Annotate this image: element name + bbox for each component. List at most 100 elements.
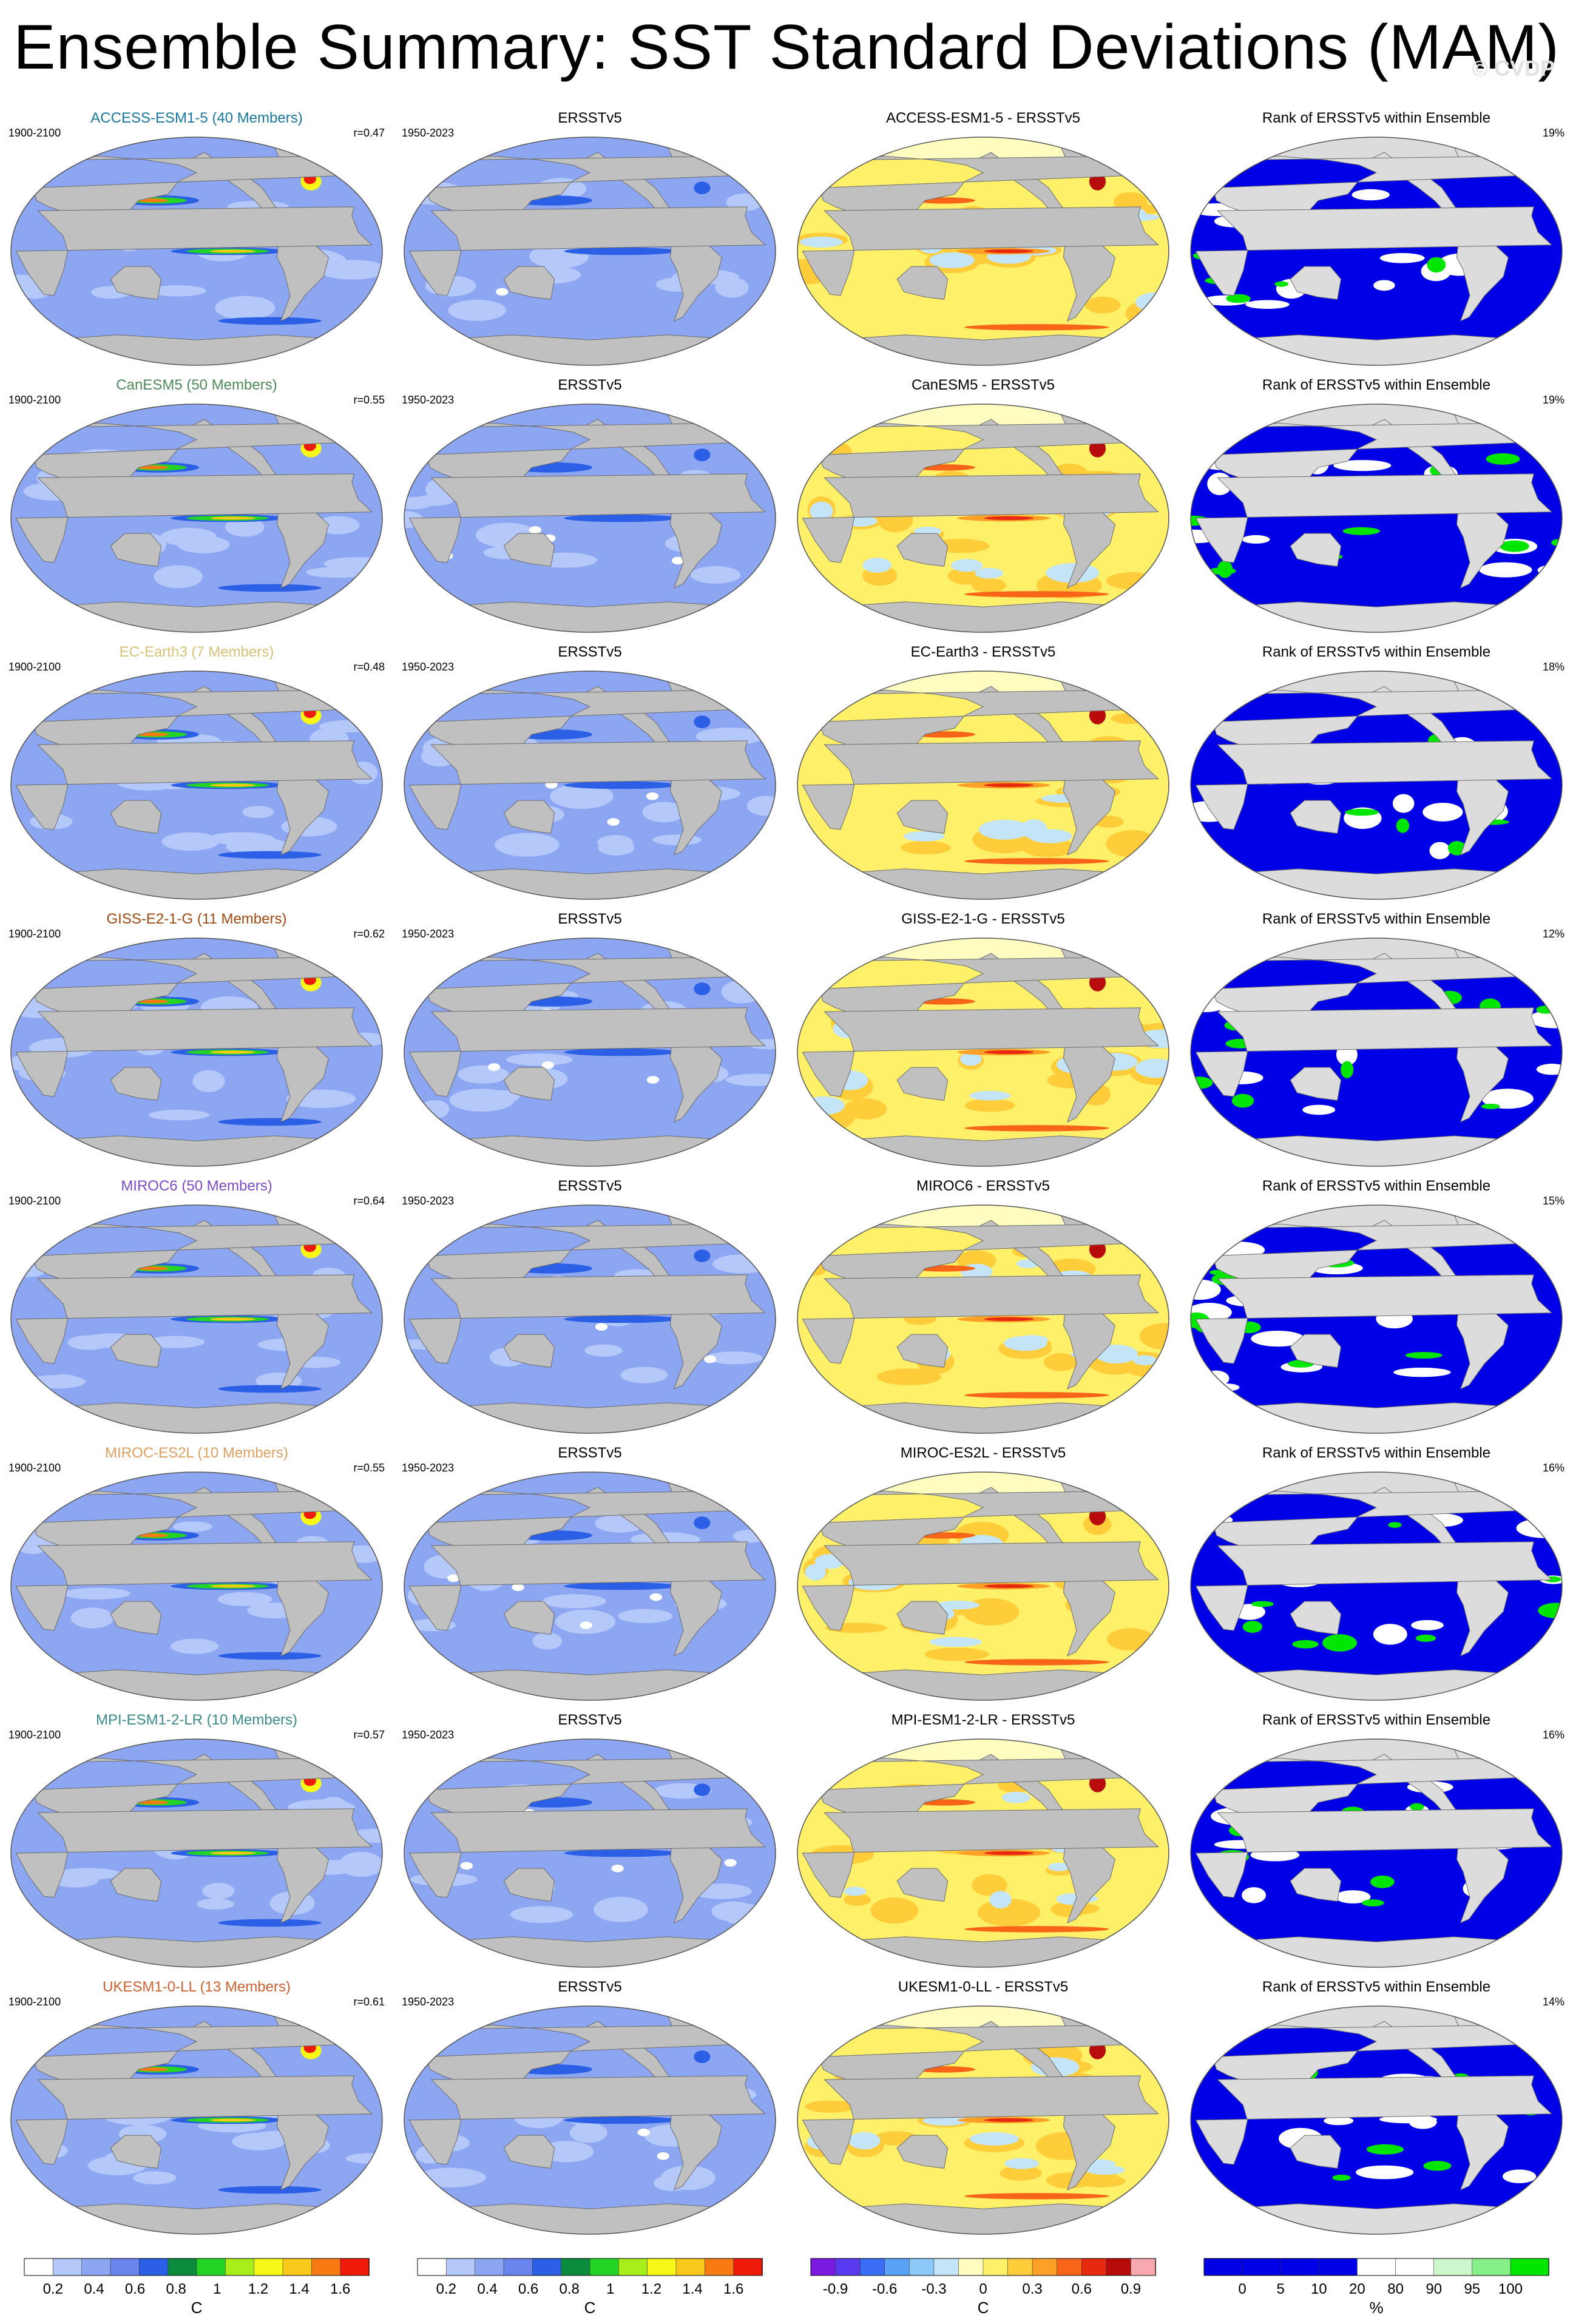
world-map-obs: [402, 2004, 778, 2237]
world-map-diff: [795, 669, 1171, 902]
panel-title: Rank of ERSSTv5 within Ensemble: [1262, 1445, 1491, 1461]
world-map-rank: [1188, 2004, 1565, 2237]
colorbar-swatch: [311, 2258, 341, 2276]
colorbar-swatch: [675, 2258, 706, 2276]
obs-std-panel-mpi-esm1-2-lr: ERSSTv5 1950-2023: [393, 1705, 786, 1972]
panel-title: ACCESS-ESM1-5 (40 Members): [90, 110, 303, 126]
world-map-std: [8, 1737, 385, 1970]
colorbar-swatch: [446, 2258, 476, 2276]
model-std-panel-ukesm1-0-ll: UKESM1-0-LL (13 Members) 1900-2100 r=0.61: [0, 1972, 393, 2239]
panel-title: Rank of ERSSTv5 within Ensemble: [1262, 1979, 1491, 1995]
colorbar-tick-label: 10: [1311, 2281, 1327, 2297]
pattern-correlation: r=0.57: [353, 1729, 385, 1741]
pattern-correlation: r=0.55: [353, 394, 385, 406]
colorbar-tick-label: 1: [606, 2281, 614, 2297]
colorbar-swatch: [53, 2258, 83, 2276]
diff-panel-canesm5: CanESM5 - ERSSTv5: [786, 370, 1180, 637]
colorbar-swatch: [1081, 2258, 1107, 2276]
period-label: 1950-2023: [402, 1729, 455, 1741]
colorbar-swatch: [340, 2258, 370, 2276]
colorbar-tick-label: 90: [1426, 2281, 1442, 2297]
panel-title: ERSSTv5: [558, 377, 622, 393]
obs-std-panel-ukesm1-0-ll: ERSSTv5 1950-2023: [393, 1972, 786, 2239]
obs-std-panel-miroc-es2l: ERSSTv5 1950-2023: [393, 1438, 786, 1705]
colorbar-swatch: [225, 2258, 255, 2276]
panel-title: CanESM5 (50 Members): [116, 377, 277, 393]
panel-title: MPI-ESM1-2-LR - ERSSTv5: [891, 1712, 1075, 1728]
panel-title: Rank of ERSSTv5 within Ensemble: [1262, 911, 1491, 927]
pattern-correlation: r=0.55: [353, 1462, 385, 1474]
colorbar-tick-label: -0.9: [823, 2281, 848, 2297]
period-label: 1950-2023: [402, 127, 455, 139]
colorbar-swatch: [704, 2258, 734, 2276]
colorbar-tick-label: 95: [1464, 2281, 1480, 2297]
rank-panel-canesm5: Rank of ERSSTv5 within Ensemble 19%: [1180, 370, 1573, 637]
world-map-diff: [795, 135, 1171, 368]
world-map-obs: [402, 1203, 778, 1436]
world-map-std: [8, 1203, 385, 1436]
colorbar-swatch: [647, 2258, 677, 2276]
colorbar-tick-label: 80: [1387, 2281, 1404, 2297]
world-map-std: [8, 669, 385, 902]
model-std-panel-miroc-es2l: MIROC-ES2L (10 Members) 1900-2100 r=0.55: [0, 1438, 393, 1705]
period-label: 1950-2023: [402, 928, 455, 940]
rank-percent: 15%: [1542, 1195, 1565, 1207]
colorbar-swatch: [1106, 2258, 1132, 2276]
colorbar-tick-label: 1.2: [641, 2281, 661, 2297]
period-label: 1950-2023: [402, 661, 455, 673]
colorbar-tick-label: 100: [1498, 2281, 1523, 2297]
colorbar-std-obs: 0.2 0.4 0.6 0.8 1 1.2 1.4 1.6 C: [393, 2244, 786, 2324]
world-map-rank: [1188, 1470, 1565, 1703]
colorbar-tick-label: 0.8: [166, 2281, 186, 2297]
period-label: 1950-2023: [402, 1462, 455, 1474]
model-std-panel-mpi-esm1-2-lr: MPI-ESM1-2-LR (10 Members) 1900-2100 r=0.5…: [0, 1705, 393, 1972]
model-std-panel-canesm5: CanESM5 (50 Members) 1900-2100 r=0.55: [0, 370, 393, 637]
obs-std-panel-access-esm1-5: ERSSTv5 1950-2023: [393, 103, 786, 370]
period-label: 1950-2023: [402, 1195, 455, 1207]
panel-title: GISS-E2-1-G - ERSSTv5: [901, 911, 1065, 927]
colorbar-swatch: [933, 2258, 959, 2276]
obs-std-panel-miroc6: ERSSTv5 1950-2023: [393, 1171, 786, 1438]
colorbar-swatch: [1007, 2258, 1033, 2276]
rank-percent: 19%: [1542, 127, 1565, 139]
world-map-std: [8, 402, 385, 635]
colorbar-swatch: [81, 2258, 111, 2276]
panel-title: ACCESS-ESM1-5 - ERSSTv5: [885, 110, 1081, 126]
colorbar-swatch: [1242, 2258, 1281, 2276]
colorbar-tick-label: 0.3: [1022, 2281, 1042, 2297]
colorbar-swatch: [139, 2258, 169, 2276]
colorbar-tick-label: 0.4: [84, 2281, 104, 2297]
obs-std-panel-giss-e2-1-g: ERSSTv5 1950-2023: [393, 904, 786, 1171]
world-map-obs: [402, 669, 778, 902]
colorbar-tick-label: 0.6: [125, 2281, 145, 2297]
diff-panel-miroc-es2l: MIROC-ES2L - ERSSTv5: [786, 1438, 1180, 1705]
colorbar-tick-label: 0: [979, 2281, 987, 2297]
colorbar-swatch: [958, 2258, 984, 2276]
world-map-diff: [795, 2004, 1171, 2237]
panel-title: Rank of ERSSTv5 within Ensemble: [1262, 1178, 1491, 1194]
colorbar-tick-label: 1.2: [248, 2281, 268, 2297]
world-map-obs: [402, 1470, 778, 1703]
world-map-obs: [402, 936, 778, 1169]
panel-title: Rank of ERSSTv5 within Ensemble: [1262, 1712, 1491, 1728]
obs-std-panel-ec-earth3: ERSSTv5 1950-2023: [393, 637, 786, 904]
panel-title: Rank of ERSSTv5 within Ensemble: [1262, 644, 1491, 660]
rank-panel-ukesm1-0-ll: Rank of ERSSTv5 within Ensemble 14%: [1180, 1972, 1573, 2239]
panel-title: UKESM1-0-LL (13 Members): [103, 1979, 291, 1995]
colorbar-tick-label: 0.2: [436, 2281, 456, 2297]
colorbar-tick-label: 1.4: [682, 2281, 702, 2297]
colorbar-tick-label: 20: [1349, 2281, 1365, 2297]
panel-title: MIROC6 - ERSSTv5: [916, 1178, 1050, 1194]
colorbar-unit: C: [978, 2299, 989, 2317]
rank-panel-access-esm1-5: Rank of ERSSTv5 within Ensemble 19%: [1180, 103, 1573, 370]
colorbar-swatch: [196, 2258, 226, 2276]
diff-panel-access-esm1-5: ACCESS-ESM1-5 - ERSSTv5: [786, 103, 1180, 370]
colorbar-swatch: [1472, 2258, 1511, 2276]
colorbar-swatch: [1357, 2258, 1396, 2276]
rank-percent: 18%: [1542, 661, 1565, 673]
period-label: 1950-2023: [402, 1996, 455, 2008]
rank-percent: 14%: [1542, 1996, 1565, 2008]
model-std-panel-ec-earth3: EC-Earth3 (7 Members) 1900-2100 r=0.48: [0, 637, 393, 904]
diff-panel-giss-e2-1-g: GISS-E2-1-G - ERSSTv5: [786, 904, 1180, 1171]
colorbar-swatch: [1433, 2258, 1473, 2276]
